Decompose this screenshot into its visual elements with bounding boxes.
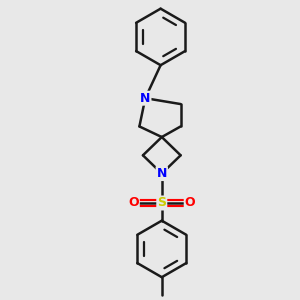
Text: O: O — [128, 196, 139, 209]
Text: O: O — [185, 196, 195, 209]
Text: S: S — [157, 196, 166, 209]
Text: N: N — [157, 167, 167, 180]
Text: N: N — [140, 92, 151, 105]
